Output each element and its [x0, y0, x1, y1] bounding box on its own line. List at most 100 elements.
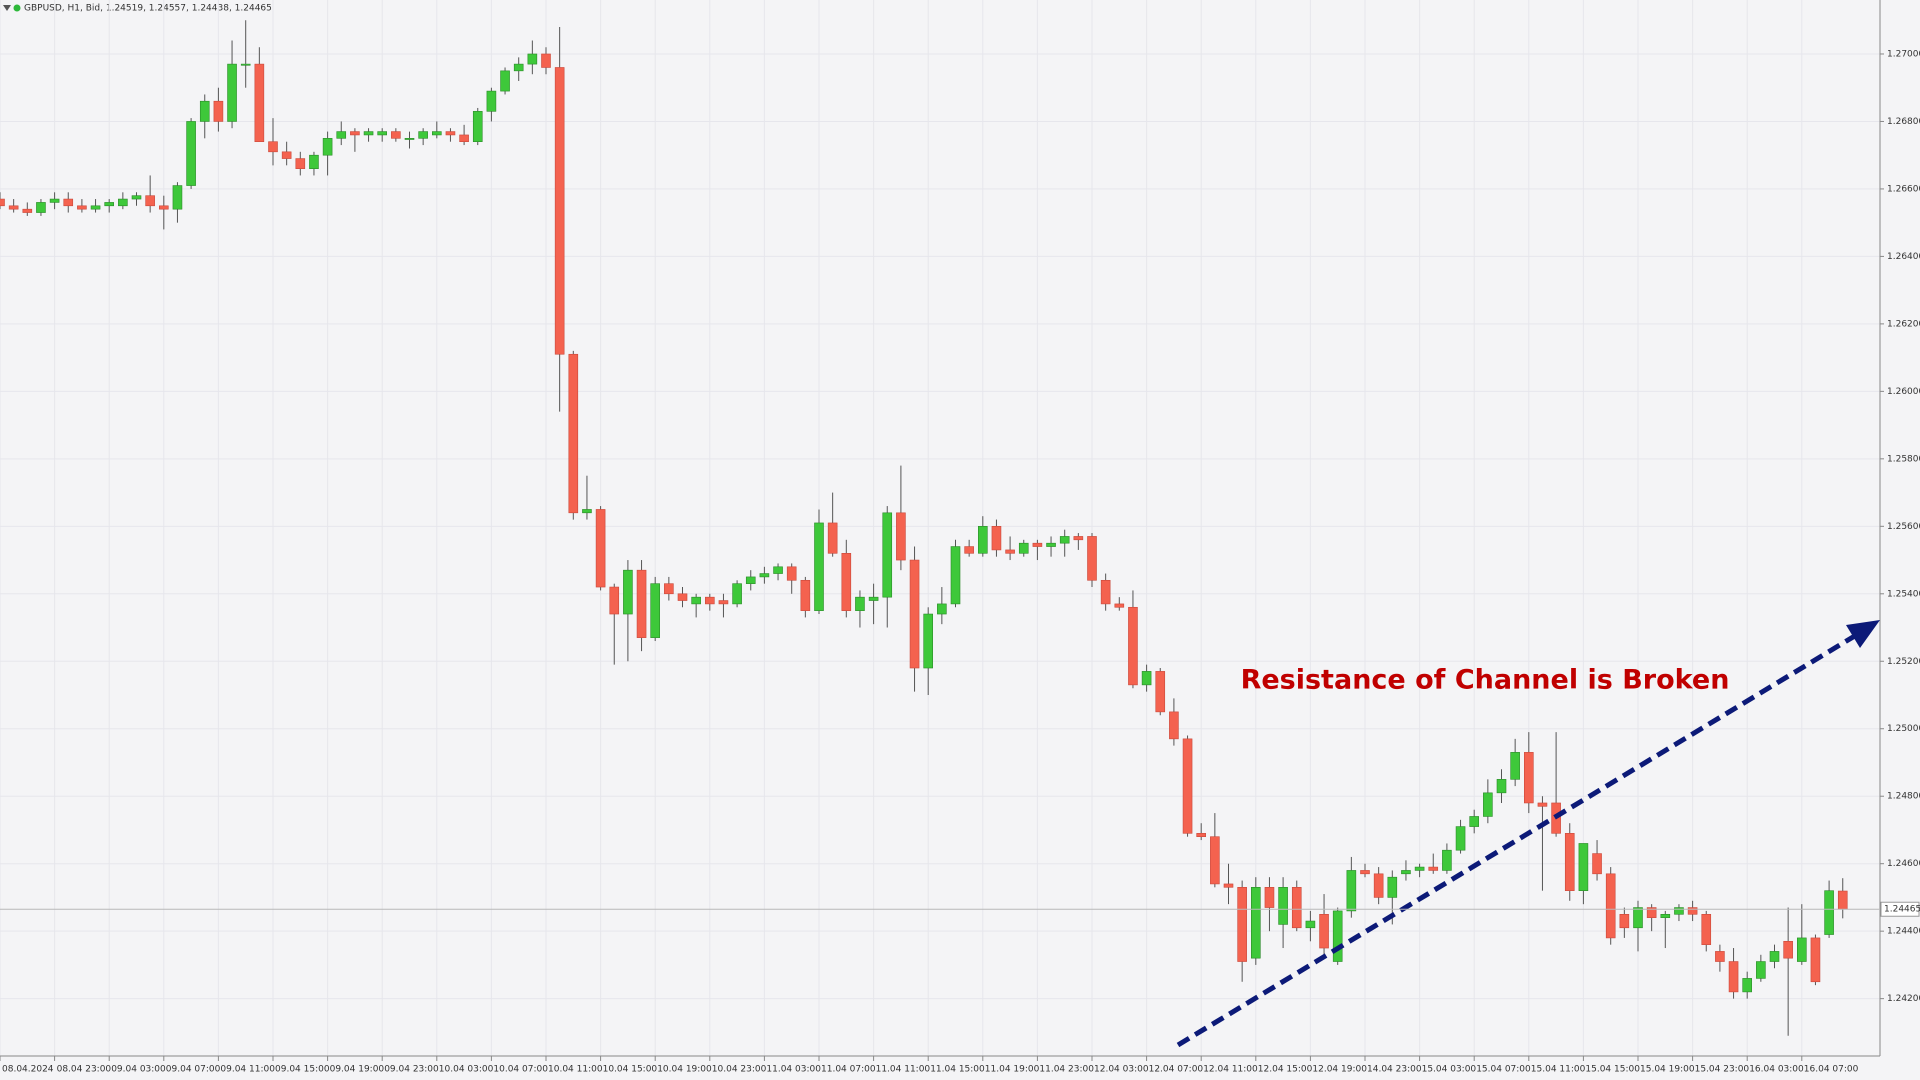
candle-body: [1087, 536, 1097, 581]
y-tick-label: 1.26000: [1887, 387, 1920, 397]
candle-body: [950, 546, 961, 605]
menu-arrow[interactable]: [3, 5, 11, 11]
annotation: Resistance of Channel is Broken: [1241, 665, 1730, 696]
candle-body: [172, 185, 183, 210]
candle-body: [1278, 887, 1288, 925]
candle-body: [459, 134, 469, 142]
x-tick-label: 09.04 03:00: [111, 1065, 166, 1075]
candle-body: [486, 90, 497, 112]
x-tick-label: 12.04 11:00: [1203, 1065, 1258, 1075]
candle-body: [131, 195, 142, 200]
candle-body: [500, 70, 510, 92]
candle-body: [636, 569, 647, 638]
candle-body: [1783, 940, 1793, 959]
candle-body: [909, 559, 920, 669]
x-tick-label: 12.04 07:00: [1149, 1065, 1204, 1075]
candle-body: [1223, 883, 1234, 888]
candle-body: [991, 526, 1002, 551]
candle-body: [213, 100, 224, 122]
y-tick-label: 1.26200: [1887, 319, 1920, 329]
x-tick-label: 10.04 07:00: [493, 1065, 548, 1075]
x-tick-label: 11.04 11:00: [876, 1065, 931, 1075]
candle-body: [199, 100, 210, 122]
x-tick-label: 15.04 11:00: [1531, 1065, 1586, 1075]
candle-body: [759, 573, 770, 578]
candle-body: [1701, 914, 1712, 945]
candle-body: [254, 63, 265, 142]
x-tick-label: 10.04 23:00: [712, 1065, 767, 1075]
candle-body: [8, 205, 19, 210]
candle-body: [22, 208, 33, 213]
candle-body: [1469, 816, 1479, 827]
candle-body: [1592, 853, 1602, 875]
candle-body: [77, 205, 87, 210]
candle-body: [1824, 890, 1834, 935]
candle-body: [268, 141, 278, 153]
candle-body: [1032, 542, 1043, 547]
candle-body: [472, 111, 483, 142]
candles: [0, 20, 1848, 1036]
candle-body: [1114, 603, 1125, 608]
candle-body: [1537, 802, 1548, 807]
x-tick-label: 09.04 19:00: [330, 1065, 385, 1075]
candle-body: [186, 121, 196, 186]
candle-body: [718, 600, 729, 605]
candle-body: [104, 202, 114, 207]
y-tick-label: 1.26800: [1887, 117, 1920, 127]
candle-body: [841, 553, 852, 611]
candle-body: [773, 566, 783, 574]
candle-body: [350, 131, 360, 136]
candle-body: [1264, 887, 1275, 908]
candle-body: [336, 131, 347, 139]
candle-body: [1305, 920, 1316, 929]
y-tick-label: 1.26400: [1887, 252, 1920, 262]
price-label: 1.24465: [1884, 905, 1920, 915]
candle-body: [855, 596, 865, 611]
candle-body: [704, 596, 715, 605]
candle-body: [391, 131, 401, 139]
candle-body: [1401, 870, 1411, 875]
candle-body: [745, 576, 756, 584]
x-tick-label: 12.04 19:00: [1312, 1065, 1367, 1075]
candle-body: [1428, 866, 1439, 871]
candle-body: [541, 53, 551, 68]
candle-body: [63, 198, 74, 207]
candle-body: [1169, 711, 1179, 740]
candle-body: [1742, 978, 1752, 993]
candle-body: [1155, 671, 1166, 713]
candle-body: [677, 593, 688, 601]
x-tick-label: 12.04 15:00: [1258, 1065, 1313, 1075]
candle-body: [827, 522, 838, 554]
candle-body: [1182, 738, 1193, 834]
candle-body: [1073, 536, 1084, 541]
status-dot: [13, 4, 21, 12]
trend-line: [1176, 631, 1860, 1048]
candle-body: [923, 613, 934, 669]
candle-body: [1128, 606, 1138, 686]
candle-body: [36, 202, 46, 213]
y-tick-label: 1.25400: [1887, 589, 1920, 599]
candle-body: [1018, 542, 1029, 554]
x-tick-label: 09.04 15:00: [275, 1065, 330, 1075]
candle-body: [1687, 907, 1698, 915]
candle-body: [527, 53, 538, 65]
candle-body: [582, 509, 592, 514]
candle-body: [49, 198, 60, 203]
x-tick-label: 15.04 07:00: [1476, 1065, 1531, 1075]
candle-body: [1046, 542, 1056, 547]
candle-body: [1524, 752, 1534, 804]
candle-body: [1483, 792, 1493, 817]
candle-body: [322, 138, 333, 156]
candle-body: [814, 522, 824, 611]
candle-body: [1455, 826, 1466, 851]
chart-title: GBPUSD, H1, Bid, 1.24519, 1.24557, 1.244…: [24, 4, 272, 14]
y-tick-label: 1.24600: [1887, 859, 1920, 869]
candle-body: [1769, 951, 1780, 962]
x-tick-label: 11.04 19:00: [985, 1065, 1040, 1075]
candle-body: [1319, 914, 1329, 949]
candle-body: [609, 586, 620, 615]
trend-arrow: [1176, 620, 1880, 1048]
x-tick-label: 10.04 15:00: [603, 1065, 658, 1075]
candle-body: [240, 63, 251, 66]
candle-body: [1141, 671, 1152, 686]
